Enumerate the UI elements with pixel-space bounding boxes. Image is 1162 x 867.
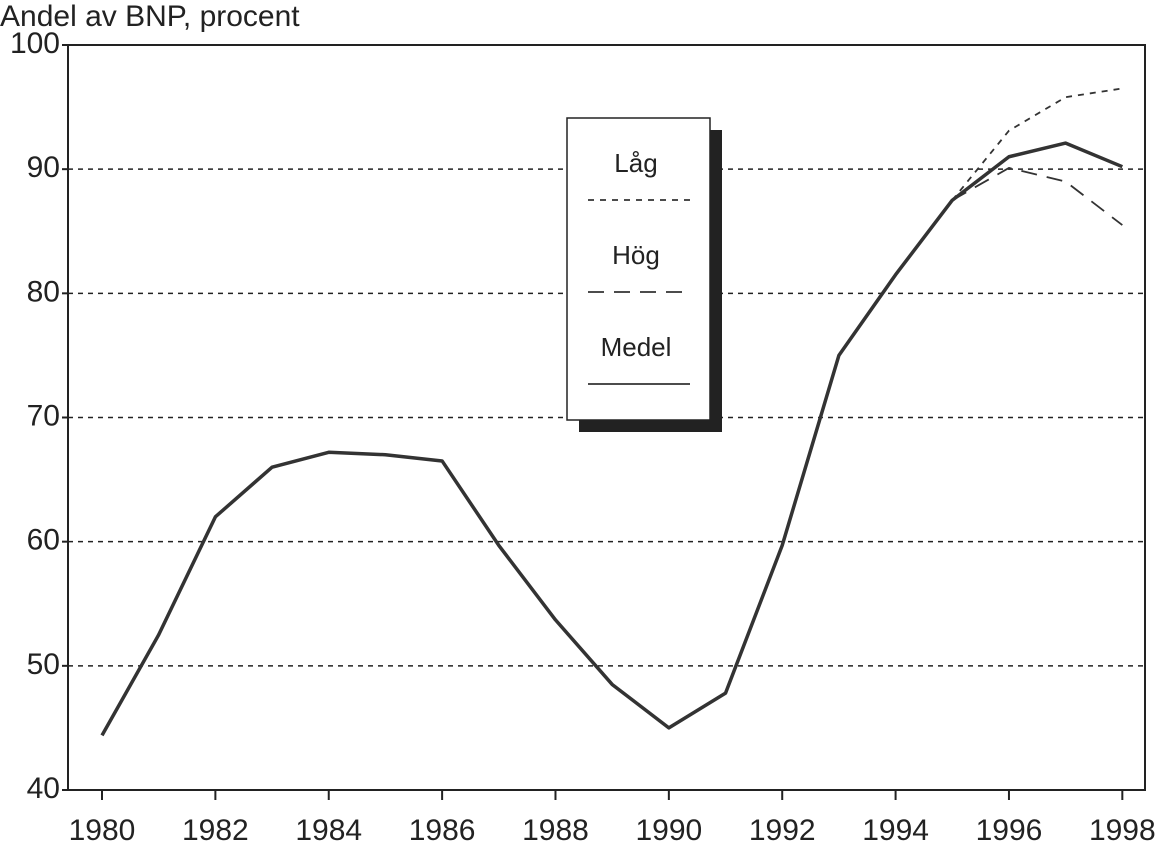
y-tick-label: 80 [27,275,60,308]
y-tick-label: 40 [27,772,60,805]
y-tick-label: 50 [27,648,60,681]
y-tick-label: 100 [10,27,60,60]
series-line [100,141,1124,737]
series-line [951,167,1123,226]
legend-label: Låg [614,148,657,178]
y-tick-label: 70 [27,399,60,432]
legend-label: Hög [612,240,660,270]
x-tick-label: 1996 [976,814,1043,847]
x-tick-label: 1998 [1089,814,1156,847]
x-tick-label: 1988 [522,814,589,847]
series-line [951,87,1123,201]
y-tick-label: 90 [27,151,60,184]
x-tick-label: 1990 [635,814,702,847]
x-tick-label: 1992 [749,814,816,847]
legend-box [566,117,711,421]
y-tick-label: 60 [27,524,60,557]
x-tick-label: 1984 [295,814,362,847]
x-tick-label: 1982 [182,814,249,847]
x-tick-label: 1986 [409,814,476,847]
legend: Låg Hög Medel [566,117,722,432]
x-tick-label: 1994 [862,814,929,847]
x-tick-label: 1980 [69,814,136,847]
chart-title: Andel av BNP, procent [0,0,300,33]
legend-label: Medel [601,332,672,362]
